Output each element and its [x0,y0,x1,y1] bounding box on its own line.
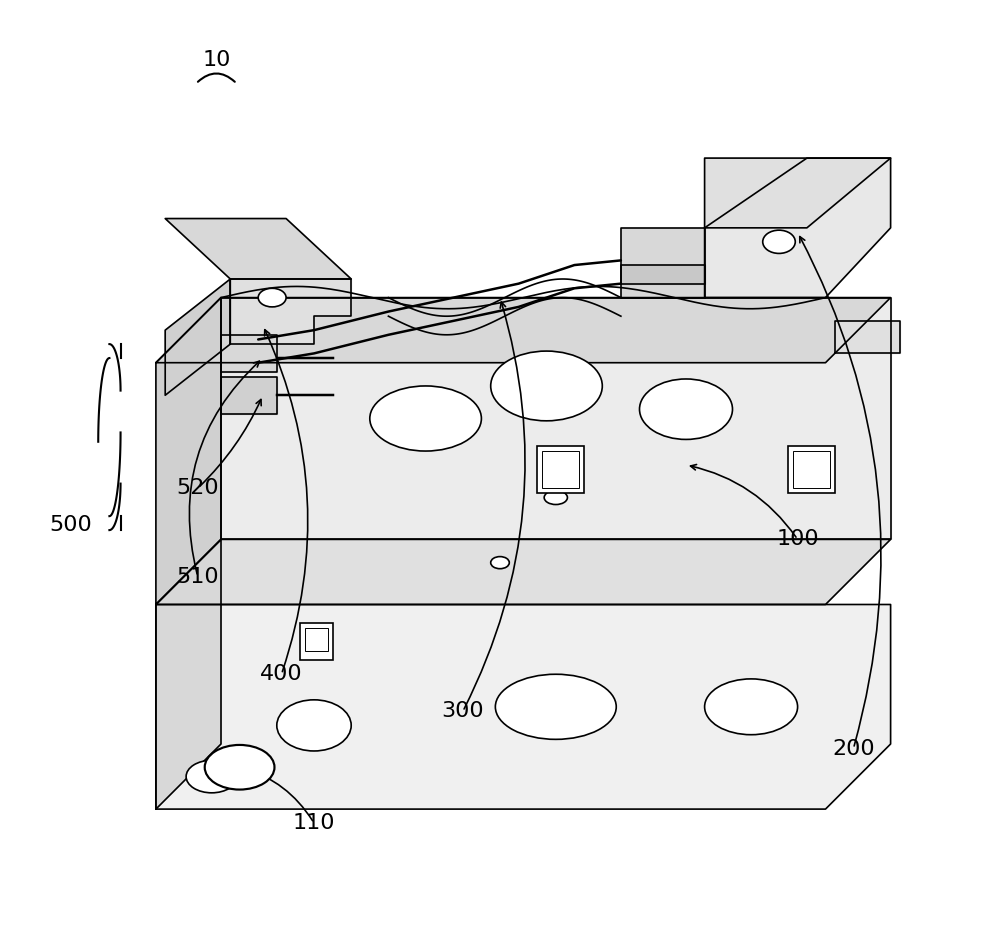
Text: 200: 200 [832,738,875,759]
Polygon shape [221,335,277,372]
Ellipse shape [544,491,567,504]
Ellipse shape [258,288,286,307]
Ellipse shape [277,700,351,751]
Polygon shape [705,158,891,228]
Polygon shape [165,279,230,395]
Ellipse shape [640,379,732,440]
Ellipse shape [491,351,602,420]
Polygon shape [537,446,584,493]
Polygon shape [165,219,351,279]
Polygon shape [230,279,351,344]
Polygon shape [621,228,705,298]
Ellipse shape [370,386,481,451]
Polygon shape [788,446,835,493]
Polygon shape [300,623,333,660]
Text: 500: 500 [49,515,92,536]
Ellipse shape [495,674,616,739]
Text: 300: 300 [441,701,484,722]
Polygon shape [156,539,221,809]
Text: 520: 520 [176,478,219,498]
Text: 110: 110 [293,813,335,833]
Ellipse shape [763,231,795,254]
Polygon shape [156,539,891,604]
Ellipse shape [186,761,237,792]
Text: 510: 510 [176,566,219,587]
Polygon shape [156,298,221,604]
Polygon shape [705,158,891,298]
Polygon shape [156,604,891,809]
Ellipse shape [205,745,274,790]
Text: 100: 100 [776,529,819,550]
Polygon shape [835,321,900,353]
Polygon shape [156,298,891,363]
Ellipse shape [705,679,798,735]
Polygon shape [221,377,277,414]
Ellipse shape [491,556,509,568]
Text: 400: 400 [260,664,303,684]
Text: 10: 10 [202,50,231,71]
Polygon shape [621,265,705,284]
Polygon shape [221,298,891,539]
